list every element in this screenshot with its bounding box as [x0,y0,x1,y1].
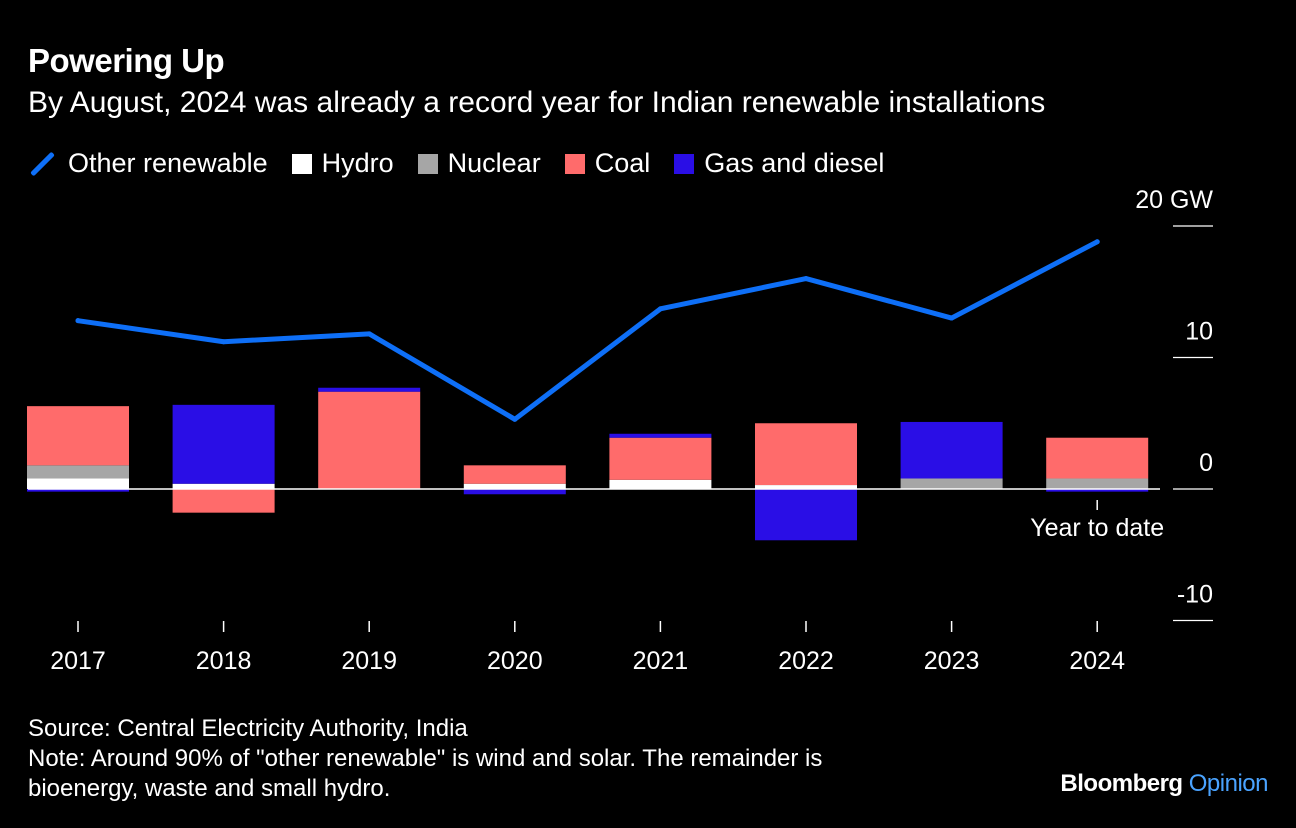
chart-subtitle: By August, 2024 was already a record yea… [28,86,1046,119]
legend-item-nuclear: Nuclear [417,148,541,179]
bar-gas-and-diesel [463,489,566,495]
y-tick-label: 20 GW [1135,186,1213,214]
bar-hydro [463,483,566,489]
bar-coal [1046,437,1149,479]
x-tick-label: 2021 [633,647,689,675]
y-tick-label: -10 [1177,581,1213,609]
square-swatch-icon [674,153,695,174]
bar-gas-and-diesel [900,421,1003,479]
y-tick-label: 0 [1199,449,1213,477]
x-tick-label: 2019 [341,647,397,675]
y-tick-label: 10 [1185,318,1213,346]
legend: Other renewable Hydro Nuclear Coal Gas a… [28,148,908,179]
line-point [803,276,809,282]
line-point [949,315,955,321]
x-tick-label: 2018 [196,647,252,675]
bar-hydro [27,478,129,489]
line-point [657,306,663,312]
bar-gas-and-diesel [755,489,857,541]
line-point [512,416,518,422]
bar-gas-and-diesel [1046,489,1149,492]
line-point [366,331,372,337]
bar-hydro [755,485,857,489]
legend-item-other-renewable: Other renewable [28,148,268,179]
brand-logo: Bloomberg Opinion [1060,770,1268,798]
x-tick-label: 2023 [924,647,980,675]
bar-gas-and-diesel [318,387,421,392]
legend-label: Hydro [321,148,394,178]
line-point [1094,239,1100,245]
legend-item-gas-diesel: Gas and diesel [674,148,884,179]
source-note: Source: Central Electricity Authority, I… [28,715,468,742]
note-line: bioenergy, waste and small hydro. [28,775,391,802]
legend-label: Nuclear [447,148,541,178]
square-swatch-icon [564,153,585,174]
line-point [75,318,81,324]
bar-hydro [172,483,275,489]
line-other-renewable [75,239,1100,422]
bar-coal [463,465,566,484]
bar-hydro [609,479,712,489]
bar-coal [755,423,857,486]
x-tick-label: 2024 [1069,647,1125,675]
bar-coal [27,406,129,466]
bar-coal [318,391,421,489]
bar-gas-and-diesel [172,404,275,484]
annotation-label: Year to date [1030,514,1164,542]
bar-nuclear [900,478,1003,489]
bar-coal [609,437,712,480]
x-tick-label: 2022 [778,647,834,675]
bar-gas-and-diesel [609,433,712,438]
legend-label: Gas and diesel [704,148,885,178]
footer: Source: Central Electricity Authority, I… [28,714,822,804]
brand-section: Opinion [1188,770,1269,797]
x-tick-label: 2017 [50,647,106,675]
bar-gas-and-diesel [27,489,129,492]
legend-label: Coal [594,148,651,178]
x-tick-label: 2020 [487,647,543,675]
brand-name: Bloomberg [1060,770,1183,797]
legend-item-hydro: Hydro [291,148,394,179]
square-swatch-icon [291,153,312,174]
bar-coal [172,489,275,513]
legend-item-coal: Coal [564,148,651,179]
bar-nuclear [1046,478,1149,489]
bar-nuclear [27,465,129,479]
square-swatch-icon [417,153,438,174]
line-point [221,339,227,345]
legend-label: Other renewable [68,148,268,178]
chart-title: Powering Up [28,42,225,79]
note-line: Note: Around 90% of "other renewable" is… [28,745,823,772]
